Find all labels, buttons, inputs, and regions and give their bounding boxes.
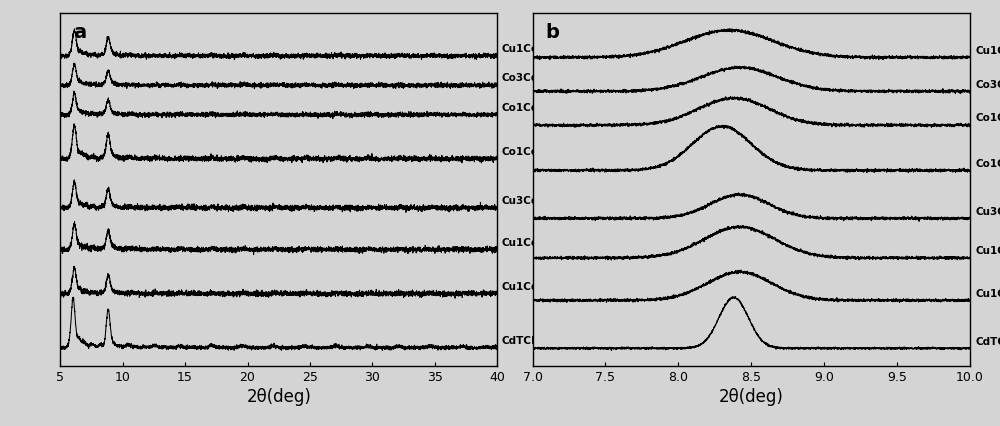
Text: Co1Cd1TCPP: Co1Cd1TCPP <box>976 113 1000 124</box>
Text: Cu1Co1Cd1TCPP: Cu1Co1Cd1TCPP <box>976 46 1000 56</box>
Text: CdTCPP: CdTCPP <box>976 337 1000 347</box>
Text: Co3Cd1TCPP: Co3Cd1TCPP <box>501 73 576 83</box>
Text: Co1Cd1TCPP: Co1Cd1TCPP <box>501 103 576 113</box>
Text: b: b <box>546 23 560 43</box>
Text: Cu3Cd1TCPP: Cu3Cd1TCPP <box>501 196 576 206</box>
Text: Cu1Cd3TCPP: Cu1Cd3TCPP <box>501 282 576 292</box>
Text: Cu1Cd1TCPP: Cu1Cd1TCPP <box>501 238 576 248</box>
Text: a: a <box>73 23 86 43</box>
Text: Cu1Co1Cd1TCPP: Cu1Co1Cd1TCPP <box>501 44 598 54</box>
Text: Co1Cd3TCPP: Co1Cd3TCPP <box>501 147 576 157</box>
X-axis label: 2θ(deg): 2θ(deg) <box>246 389 311 406</box>
Text: Cu1Cd1TCPP: Cu1Cd1TCPP <box>976 246 1000 256</box>
Text: Cu3Cd1TCPP: Cu3Cd1TCPP <box>976 207 1000 217</box>
Text: Cu1Cd3TCPP: Cu1Cd3TCPP <box>976 288 1000 299</box>
Text: Co3Cd1TCPP: Co3Cd1TCPP <box>976 80 1000 89</box>
Text: CdTCPP: CdTCPP <box>501 336 546 345</box>
Text: Co1Cd3TCPP: Co1Cd3TCPP <box>976 158 1000 169</box>
X-axis label: 2θ(deg): 2θ(deg) <box>719 389 784 406</box>
